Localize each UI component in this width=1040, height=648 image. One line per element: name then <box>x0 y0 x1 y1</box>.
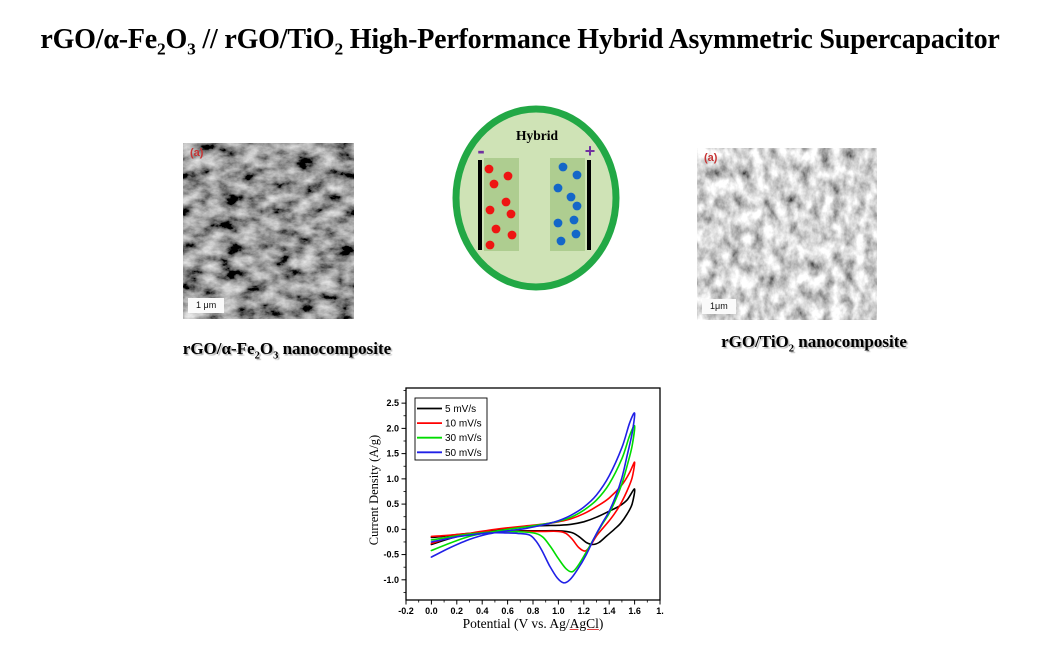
ion-dot <box>569 215 579 225</box>
sem-right-corner-label: (a) <box>704 152 718 164</box>
sem-image-right: (a) 1μm <box>697 148 877 320</box>
x-tick-label: 0.0 <box>425 606 438 616</box>
hybrid-cell-schematic: Hybrid - + <box>450 100 625 295</box>
x-tick-label: 0.8 <box>527 606 540 616</box>
x-tick-label: -0.2 <box>398 606 414 616</box>
y-axis-title: Current Density (A/g) <box>367 434 381 546</box>
positive-terminal-symbol: + <box>585 141 596 161</box>
x-tick-label: 1.6 <box>628 606 641 616</box>
ion-dot <box>485 205 495 215</box>
y-tick-label: 1.5 <box>386 449 399 459</box>
y-tick-label: 0.5 <box>386 499 399 509</box>
x-tick-label: 0.6 <box>501 606 514 616</box>
sem-micrograph-texture <box>697 148 877 320</box>
ion-dot <box>571 229 581 239</box>
y-tick-label: 1.0 <box>386 474 399 484</box>
ion-dot <box>501 197 511 207</box>
negative-electrode-dots <box>484 164 517 250</box>
hybrid-label: Hybrid <box>516 128 559 143</box>
y-tick-label: 2.0 <box>386 423 399 433</box>
x-tick-label: 0.4 <box>476 606 489 616</box>
cv-plot-area: -0.2 0.0 0.2 0.4 0.6 0.8 1.0 1.2 1.4 1.6 1. 2.5 2.0 1… <box>383 387 664 616</box>
x-tick-label: 0.2 <box>451 606 464 616</box>
current-collector-left <box>478 160 482 250</box>
sem-right-scale-bar: 1μm <box>702 299 736 314</box>
caption-left: rGO/α-Fe2O3 nanocomposite <box>182 339 392 362</box>
sem-image-left: (a) 1 μm <box>183 143 354 319</box>
x-tick-label: 1.0 <box>552 606 565 616</box>
ion-dot <box>553 218 563 228</box>
ion-dot <box>558 162 568 172</box>
caption-right: rGO/TiO2 nanocomposite <box>721 332 907 355</box>
ion-dot <box>553 183 563 193</box>
ion-dot <box>484 164 494 174</box>
ion-dot <box>572 170 582 180</box>
legend-label: 5 mV/s <box>445 404 476 415</box>
page-title: rGO/α-Fe2O3 // rGO/TiO2 High-Performance… <box>40 24 1000 59</box>
ion-dot <box>503 171 513 181</box>
current-collector-right <box>587 160 591 250</box>
ion-dot <box>489 179 499 189</box>
ion-dot <box>507 230 517 240</box>
cv-chart: -0.2 0.0 0.2 0.4 0.6 0.8 1.0 1.2 1.4 1.6 1. 2.5 2.0 1… <box>365 385 677 648</box>
sem-left-corner-label: (a) <box>190 147 204 159</box>
y-tick-label: -0.5 <box>383 550 399 560</box>
y-tick-label: -1.0 <box>383 575 399 585</box>
positive-electrode-dots <box>553 162 582 246</box>
x-tick-label: 1.4 <box>603 606 616 616</box>
ion-dot <box>491 224 501 234</box>
y-tick-label: 2.5 <box>386 398 399 408</box>
ion-dot <box>485 240 495 250</box>
cv-curve-50-mv-s <box>430 412 636 584</box>
x-tick-label: 1. <box>656 606 664 616</box>
ion-dot <box>566 192 576 202</box>
x-tick-label: 1.2 <box>578 606 591 616</box>
sem-micrograph-texture <box>183 143 354 319</box>
legend-label: 10 mV/s <box>445 419 482 430</box>
legend-label: 30 mV/s <box>445 433 482 444</box>
x-axis-title: Potential (V vs. Ag/AgCl) <box>462 616 604 631</box>
y-tick-label: 0.0 <box>386 524 399 534</box>
ion-dot <box>556 236 566 246</box>
ion-dot <box>572 201 582 211</box>
ion-dot <box>506 209 516 219</box>
legend-label: 50 mV/s <box>445 448 482 459</box>
negative-terminal-symbol: - <box>477 138 484 163</box>
sem-left-scale-bar: 1 μm <box>188 298 225 313</box>
